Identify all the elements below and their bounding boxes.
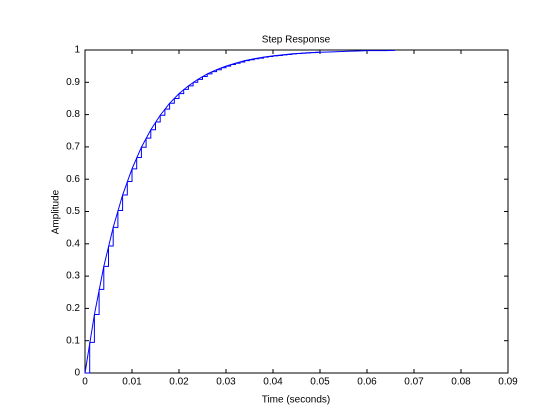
- y-tick-label: 1: [74, 45, 80, 56]
- stair-step: [169, 98, 175, 104]
- stair-step: [103, 246, 109, 267]
- stair-step: [226, 64, 232, 67]
- stair-step: [150, 122, 156, 131]
- stair-step: [146, 129, 152, 139]
- y-tick-label: 0.2: [66, 303, 80, 314]
- stair-step: [136, 147, 142, 159]
- stair-step: [127, 168, 133, 182]
- stair-step: [174, 93, 180, 99]
- x-tick-label: 0.04: [263, 377, 283, 388]
- x-tick-label: 0.01: [122, 377, 142, 388]
- y-axis-label: Amplitude: [51, 189, 62, 234]
- stair-step: [155, 115, 161, 123]
- stair-step: [179, 89, 185, 95]
- stair-step: [211, 69, 218, 73]
- x-tick-label: 0: [82, 377, 88, 388]
- stair-step: [117, 195, 124, 212]
- y-tick-label: 0.8: [66, 109, 80, 120]
- y-tick-label: 0.4: [66, 238, 80, 249]
- y-tick-label: 0.1: [66, 335, 80, 346]
- y-tick-label: 0.9: [66, 77, 80, 88]
- x-tick-label: 0.02: [169, 377, 189, 388]
- stair-step: [89, 314, 95, 343]
- x-tick-label: 0.09: [498, 377, 518, 388]
- stair-step: [164, 103, 171, 110]
- stair-step: [188, 82, 194, 87]
- y-tick-label: 0.5: [66, 206, 80, 217]
- stair-step: [202, 73, 208, 77]
- stair-step: [94, 289, 100, 316]
- stair-step: [183, 85, 189, 90]
- y-tick-label: 0.6: [66, 174, 80, 185]
- stair-step: [193, 79, 199, 83]
- stair-step: [132, 157, 138, 170]
- stair-step: [216, 67, 222, 71]
- x-tick-label: 0.08: [451, 377, 471, 388]
- stair-step: [108, 227, 114, 247]
- x-tick-label: 0.03: [216, 377, 236, 388]
- stair-step: [113, 210, 119, 228]
- stair-step: [197, 76, 203, 80]
- y-tick-label: 0: [74, 368, 80, 379]
- stair-step: [160, 109, 166, 116]
- stair-step: [122, 181, 128, 196]
- stair-step: [221, 66, 227, 69]
- x-tick-label: 0.07: [404, 377, 424, 388]
- plot-area: [84, 49, 509, 374]
- chart-title: Step Response: [262, 35, 331, 46]
- stair-step: [207, 71, 213, 75]
- y-tick-label: 0.3: [66, 271, 80, 282]
- y-tick-label: 0.7: [66, 142, 80, 153]
- x-tick-label: 0.05: [310, 377, 330, 388]
- stair-step: [141, 138, 147, 148]
- x-tick-label: 0.06: [357, 377, 377, 388]
- stair-step: [99, 266, 105, 290]
- x-axis-label: Time (seconds): [262, 395, 331, 406]
- stair-step: [85, 342, 91, 374]
